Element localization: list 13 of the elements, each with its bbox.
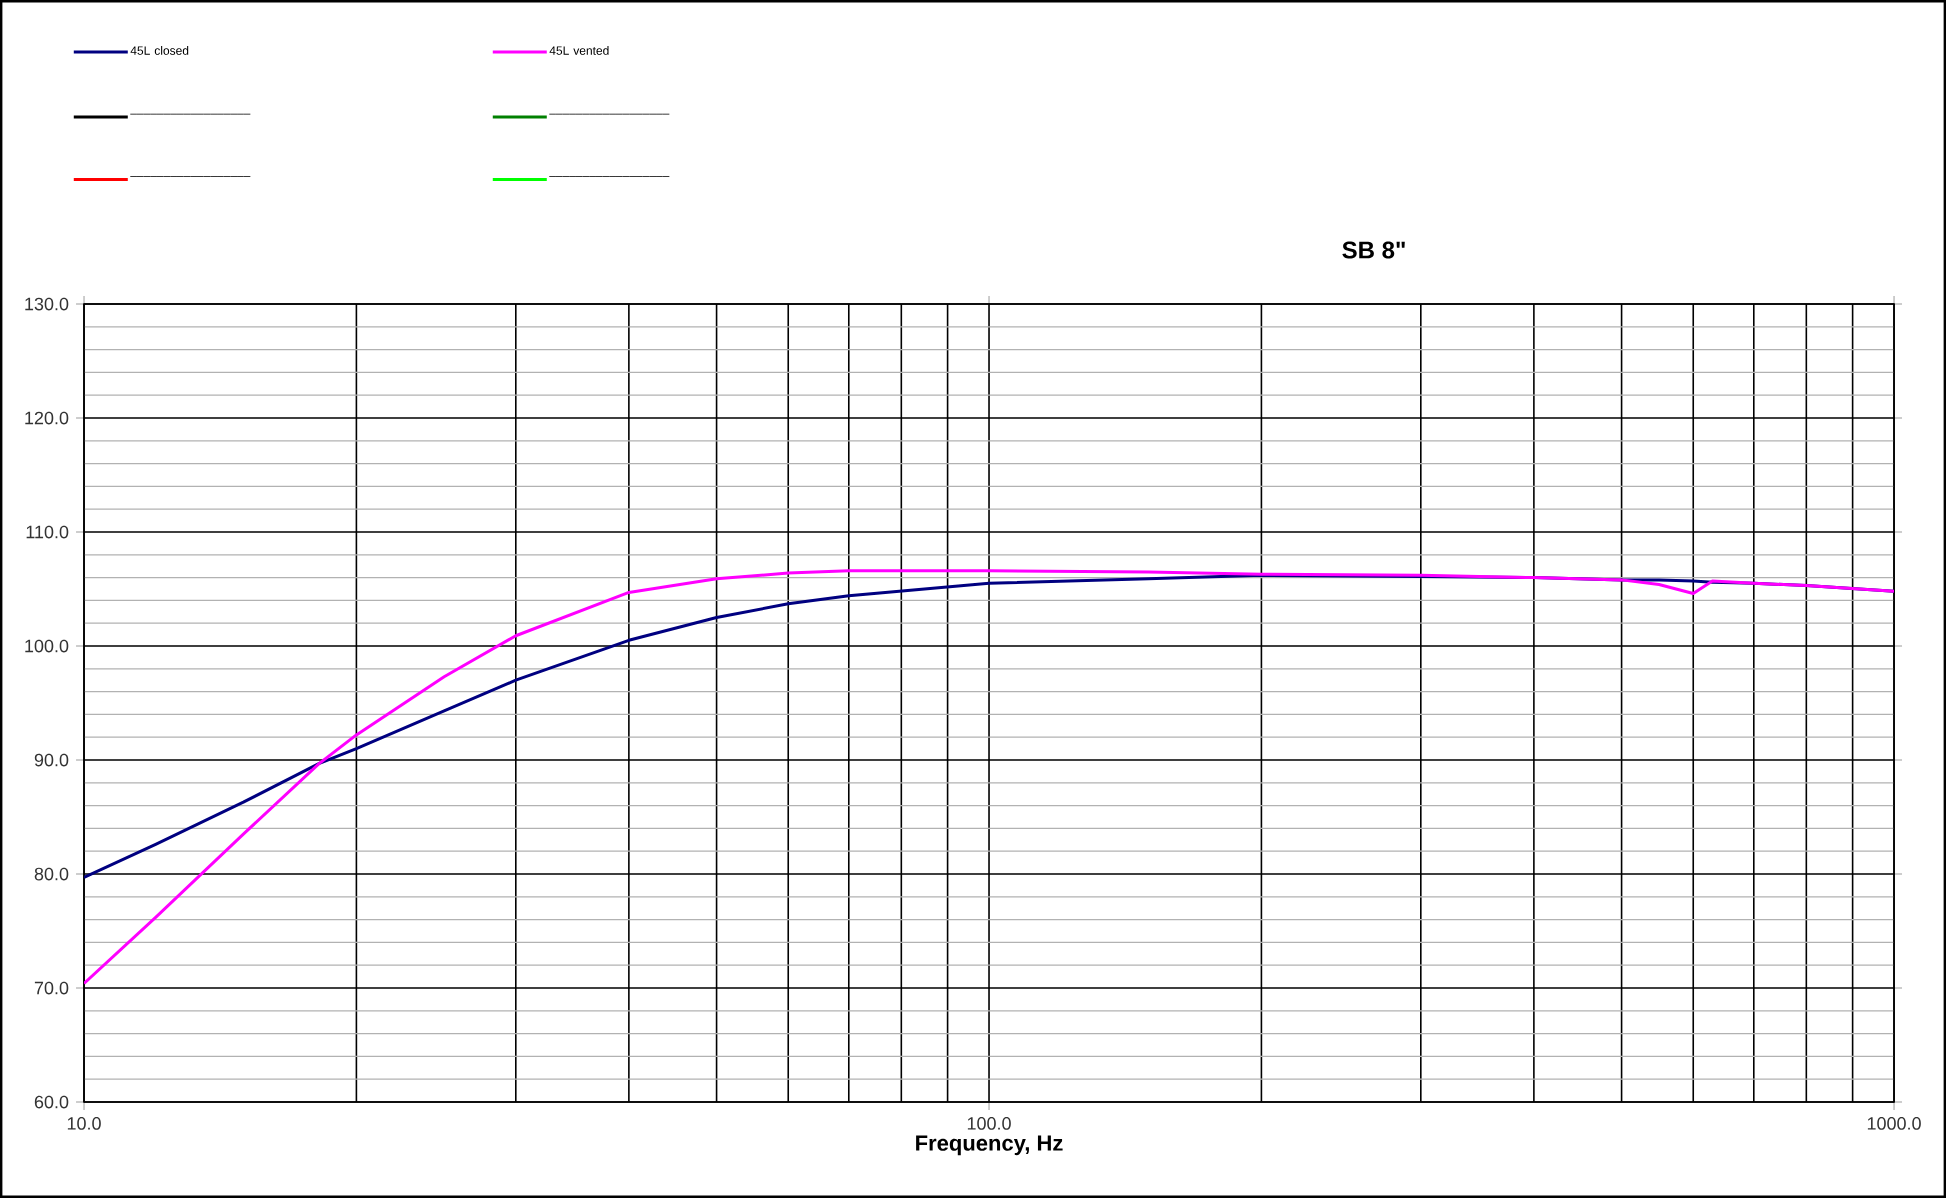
y-tick-label: 70.0	[34, 981, 69, 995]
x-tick-label: 100.0	[967, 1117, 1011, 1130]
y-tick-label: 130.0	[25, 297, 69, 311]
chart-title: SB 8"	[1342, 241, 1405, 259]
x-tick-label: 10.0	[67, 1117, 101, 1130]
y-tick-label: 90.0	[34, 753, 69, 767]
x-tick-label: 1000.0	[1867, 1117, 1921, 1130]
y-tick-label: 60.0	[34, 1095, 69, 1109]
y-tick-label: 100.0	[25, 639, 69, 653]
y-tick-label: 110.0	[26, 525, 69, 539]
y-tick-label: 120.0	[25, 411, 69, 425]
x-axis-title: Frequency, Hz	[916, 1135, 1063, 1156]
y-tick-label: 80.0	[34, 867, 69, 881]
